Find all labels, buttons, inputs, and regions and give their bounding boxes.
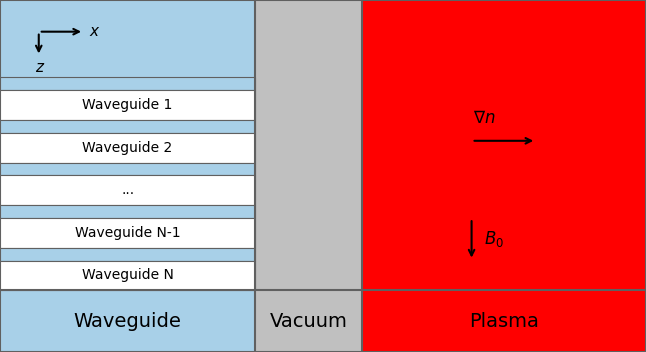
Text: ...: ... bbox=[121, 183, 134, 197]
Bar bbox=[0, 0, 255, 352]
Text: Plasma: Plasma bbox=[469, 312, 539, 331]
Text: Waveguide N-1: Waveguide N-1 bbox=[75, 226, 180, 240]
Text: Waveguide N: Waveguide N bbox=[81, 269, 174, 283]
Bar bbox=[0, 260, 255, 290]
Bar bbox=[0, 90, 255, 120]
Text: z: z bbox=[35, 60, 43, 75]
Bar bbox=[0, 205, 255, 218]
Bar bbox=[0, 133, 255, 163]
Bar bbox=[0, 218, 255, 248]
Text: x: x bbox=[89, 24, 98, 39]
Text: Waveguide 1: Waveguide 1 bbox=[83, 98, 172, 112]
Bar bbox=[255, 0, 362, 352]
Bar bbox=[0, 77, 255, 90]
Text: Waveguide: Waveguide bbox=[74, 312, 182, 331]
Bar bbox=[0, 175, 255, 205]
Text: $B_0$: $B_0$ bbox=[484, 230, 505, 249]
Text: Vacuum: Vacuum bbox=[269, 312, 348, 331]
Text: $\nabla n$: $\nabla n$ bbox=[474, 109, 495, 127]
Text: Waveguide 2: Waveguide 2 bbox=[83, 141, 172, 155]
Bar bbox=[0, 120, 255, 133]
Bar bbox=[0, 248, 255, 260]
Bar bbox=[0, 163, 255, 175]
Bar bbox=[362, 0, 646, 352]
